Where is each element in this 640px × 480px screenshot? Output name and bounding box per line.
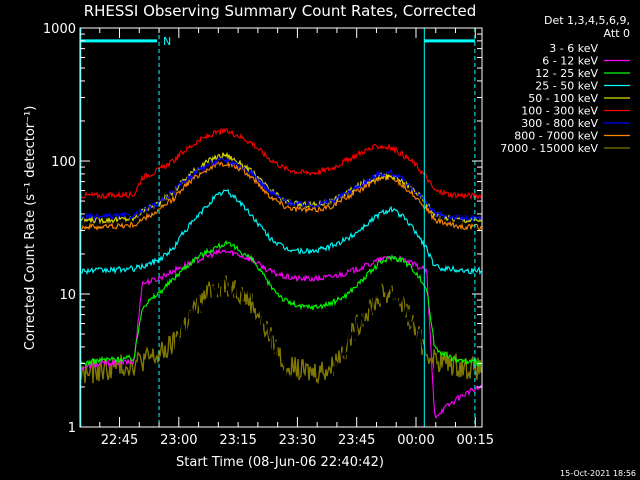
series-line <box>80 188 482 276</box>
x-tick-label: 22:45 <box>101 433 138 448</box>
series-line <box>80 275 482 385</box>
x-axis-label: Start Time (08-Jun-06 22:40:42) <box>176 455 384 470</box>
legend-entry-label: 7000 - 15000 keV <box>500 142 598 155</box>
annotation-layer: N <box>80 28 476 427</box>
chart-title: RHESSI Observing Summary Count Rates, Co… <box>84 2 477 20</box>
series-line <box>80 239 482 367</box>
legend-entry-label: 3 - 6 keV <box>549 42 598 55</box>
x-tick-label: 00:15 <box>457 433 494 448</box>
x-tick-label: 00:00 <box>397 433 434 448</box>
legend-header-line-1: Det 1,3,4,5,6,9, <box>544 14 630 27</box>
y-axis-label: Corrected Count Rate (s⁻¹ detector⁻¹) <box>23 106 38 351</box>
y-tick-label: 1000 <box>43 22 76 37</box>
legend-entry-label: 12 - 25 keV <box>535 67 598 80</box>
night-marker-label: N <box>163 35 171 48</box>
series-line <box>80 127 482 201</box>
footer-date: 15-Oct-2021 18:56 <box>560 469 636 478</box>
plot-frame <box>79 27 483 428</box>
legend-entry-label: 800 - 7000 keV <box>514 130 598 143</box>
x-tick-label: 23:45 <box>338 433 375 448</box>
legend-header-line-2: Att 0 <box>604 27 630 40</box>
series-line <box>80 160 482 231</box>
series-line <box>80 248 482 420</box>
legend-entry-label: 50 - 100 keV <box>528 92 598 105</box>
series-line <box>80 157 482 222</box>
x-tick-label: 23:00 <box>160 433 197 448</box>
axis-layer: 22:45 23:00 23:15 23:30 23:45 00:00 00:15 1 10 10… <box>43 22 494 448</box>
y-tick-label: 10 <box>59 288 76 303</box>
legend-entry-label: 25 - 50 keV <box>535 80 598 93</box>
x-tick-label: 23:30 <box>279 433 316 448</box>
legend-entry-label: 300 - 800 keV <box>521 117 598 130</box>
series-layer <box>80 127 482 420</box>
y-tick-label: 100 <box>51 155 76 170</box>
x-tick-label: 23:15 <box>219 433 256 448</box>
series-line <box>80 273 482 413</box>
y-tick-label: 1 <box>68 421 76 436</box>
legend-entry-label: 100 - 300 keV <box>521 105 598 118</box>
legend-entry-label: 6 - 12 keV <box>542 55 598 68</box>
